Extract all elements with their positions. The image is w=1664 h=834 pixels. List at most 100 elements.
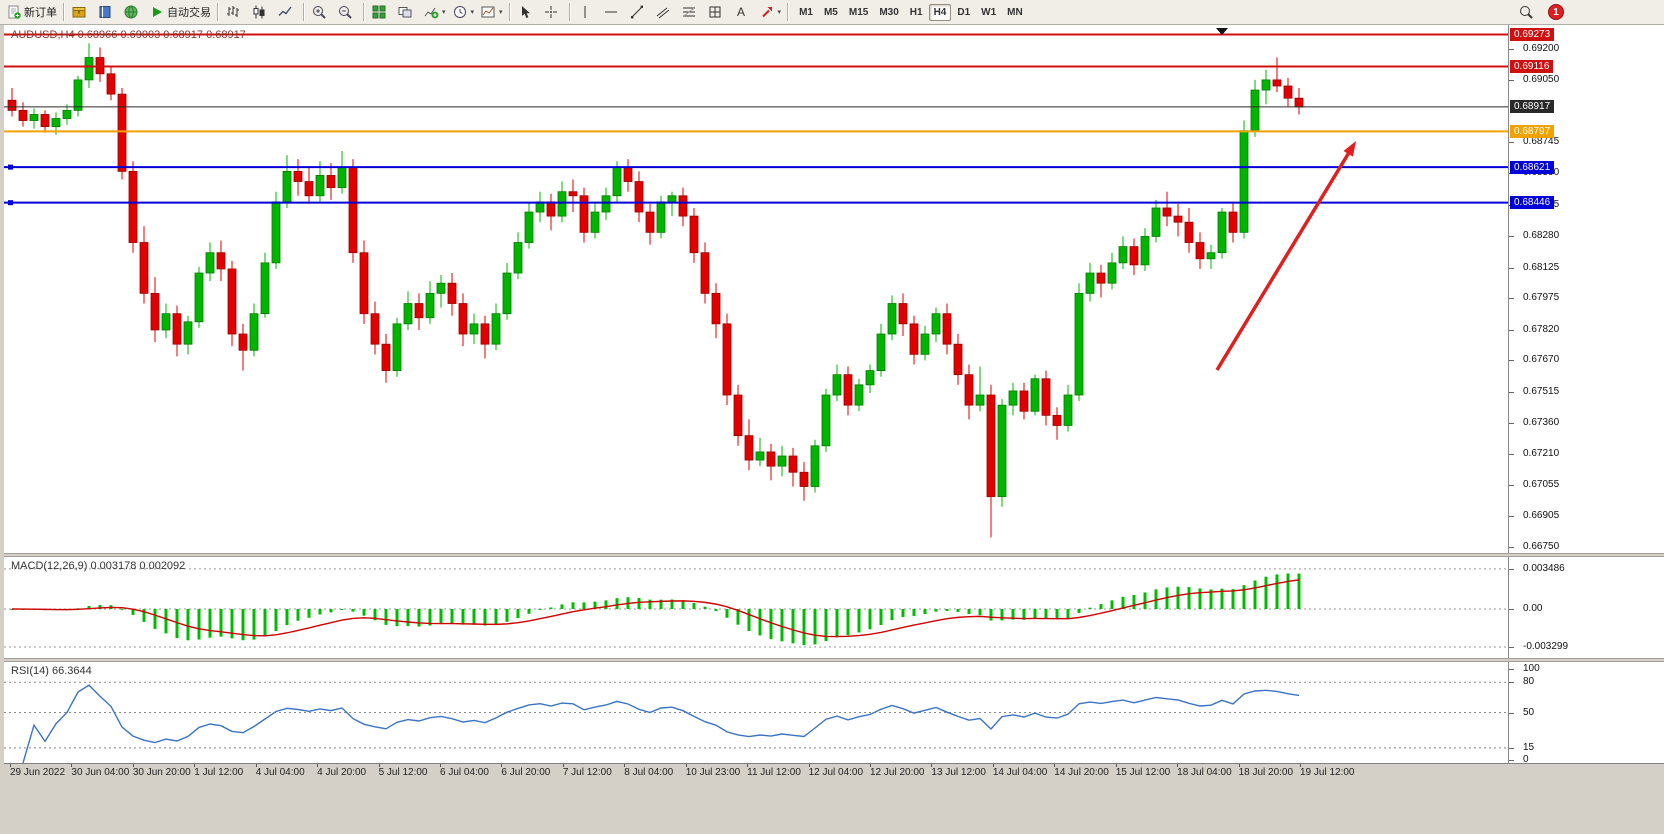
toolbar-separator (508, 3, 511, 21)
time-tick-label: 8 Jul 04:00 (624, 764, 674, 778)
zoom-out-icon (337, 4, 353, 20)
chart-shift-marker (1216, 28, 1228, 35)
zoom-in-button[interactable] (308, 1, 334, 23)
price-tick-label: 0.67055 (1508, 479, 1560, 491)
price-tick-label: 0.68280 (1508, 230, 1560, 242)
time-tick-label: 19 Jul 12:00 (1300, 764, 1355, 778)
data-window-button[interactable] (94, 1, 120, 23)
cascade-icon (397, 4, 413, 20)
fibo-button[interactable] (678, 1, 704, 23)
panel-splitter[interactable] (4, 658, 1664, 662)
cursor-button[interactable] (514, 1, 540, 23)
hline-icon (603, 4, 619, 20)
doc-new-icon (6, 4, 22, 20)
rsi-axis-label: 0 (1510, 754, 1529, 765)
rsi-axis-label: 15 (1508, 741, 1535, 753)
panel-splitter[interactable] (4, 553, 1664, 557)
price-tick-label: 0.67210 (1508, 447, 1560, 459)
toolbar: 新订单 自动交易 ▾ ▾ ▾ A ▾ M1 M5 M15 M30 H1 H4 D1 W1 MN 1 (0, 0, 1664, 25)
period-button[interactable]: ▾ (449, 1, 478, 23)
price-tick-label: 0.67360 (1508, 417, 1560, 429)
vline-button[interactable] (574, 1, 600, 23)
new-order-button-label: 新订单 (24, 7, 57, 19)
auto-trade-button[interactable]: 自动交易 (146, 1, 214, 23)
tf-M30[interactable]: M30 (879, 6, 899, 18)
tiles-icon (371, 4, 387, 20)
hline-button[interactable] (600, 1, 626, 23)
tf-D1[interactable]: D1 (957, 6, 971, 18)
indicator-list-button[interactable] (368, 1, 394, 23)
grid-button[interactable] (704, 1, 730, 23)
price-line-badge: 0.68797 (1510, 124, 1555, 138)
toolbar-separator (787, 3, 790, 21)
time-tick-label: 14 Jul 04:00 (992, 764, 1048, 778)
arrows-button[interactable]: ▾ (756, 1, 785, 23)
price-tick-label: 0.68745 (1508, 135, 1560, 147)
toolbar-separator (363, 3, 365, 21)
time-tick-label: 15 Jul 12:00 (1115, 764, 1171, 778)
crosshair-button[interactable] (540, 1, 566, 23)
new-order-button[interactable]: 新订单 (3, 1, 60, 23)
tf-W1[interactable]: W1 (981, 6, 997, 18)
rsi-axis-label: 50 (1508, 706, 1535, 718)
navigator-button[interactable] (120, 1, 146, 23)
template-button[interactable]: ▾ (477, 1, 506, 23)
template-icon (480, 4, 496, 20)
time-tick-label: 6 Jul 20:00 (501, 764, 551, 778)
price-line-badge: 0.68917 (1510, 100, 1555, 114)
timeframe-group: M1 M5 M15 M30 H1 H4 D1 W1 MN (794, 3, 1028, 21)
channel-button[interactable] (652, 1, 678, 23)
time-axis[interactable]: 29 Jun 2022 30 Jun 04:00 30 Jun 20:00 1 Jul… (4, 764, 1664, 782)
arrows-icon (759, 4, 775, 20)
svg-text:A: A (737, 5, 745, 19)
tf-M15[interactable]: M15 (848, 6, 869, 18)
macd-axis-label: -0.003299 (1508, 640, 1569, 652)
globe-icon (123, 4, 139, 20)
toolbar-left: 新订单 自动交易 ▾ ▾ ▾ A ▾ (3, 1, 784, 23)
macd-axis-label: 0.00 (1508, 603, 1543, 614)
time-tick-label: 18 Jul 04:00 (1177, 764, 1232, 778)
time-tick-label: 6 Jul 04:00 (440, 764, 489, 778)
line-chart-button[interactable] (274, 1, 300, 23)
zoom-out-button[interactable] (334, 1, 360, 23)
magnifier-icon (1518, 4, 1534, 20)
tf-MN[interactable]: MN (1007, 6, 1023, 18)
notification-badge[interactable]: 1 (1548, 4, 1564, 20)
trend-arrow-head (1343, 141, 1356, 157)
trendline-button[interactable] (626, 1, 652, 23)
time-tick-label: 12 Jul 04:00 (808, 764, 864, 778)
tile-windows-button[interactable] (394, 1, 420, 23)
price-tick-label: 0.67975 (1508, 292, 1560, 304)
bar-chart-button[interactable] (222, 1, 248, 23)
rsi-panel[interactable] (4, 662, 1508, 763)
text-button[interactable]: A (730, 1, 756, 23)
tf-M5[interactable]: M5 (823, 6, 838, 18)
price-axis[interactable]: 0.692000.690500.687450.685900.684350.682… (1508, 25, 1664, 765)
trend-arrow (1215, 145, 1355, 371)
add-indicator-button[interactable]: ▾ (420, 1, 449, 23)
zoom-in-icon (311, 4, 327, 20)
main-price-chart[interactable] (4, 25, 1508, 553)
price-tick-label: 0.67820 (1508, 323, 1560, 335)
tf-H1[interactable]: H1 (909, 6, 923, 18)
search-button[interactable] (1515, 1, 1541, 23)
line-icon (277, 4, 293, 20)
macd-axis-label: 0.003486 (1509, 562, 1565, 574)
toolbar-right: 1 (1515, 0, 1564, 24)
time-tick-label: 13 Jul 12:00 (931, 764, 986, 778)
chart-window: AUDUSD,H4 0.68966 0.69003 0.68917 0.6891… (4, 25, 1664, 765)
magnifier-icon (1518, 4, 1534, 20)
macd-indicator-label: MACD(12,26,9) 0.003178 0.002092 (11, 560, 186, 572)
toolbar-separator (63, 3, 65, 21)
candle-chart-button[interactable] (248, 1, 274, 23)
market-watch-button[interactable] (68, 1, 94, 23)
tf-H4[interactable]: H4 (928, 3, 952, 21)
dropdown-caret-icon: ▾ (777, 9, 782, 16)
macd-panel[interactable] (4, 557, 1508, 658)
tf-M1[interactable]: M1 (799, 6, 813, 18)
toolbar-separator (303, 3, 305, 21)
time-tick-label: 10 Jul 23:00 (685, 764, 741, 778)
time-tick-label: 29 Jun 2022 (10, 764, 66, 778)
price-tick-label: 0.66750 (1508, 541, 1560, 553)
rsi-axis-label: 80 (1508, 676, 1535, 688)
